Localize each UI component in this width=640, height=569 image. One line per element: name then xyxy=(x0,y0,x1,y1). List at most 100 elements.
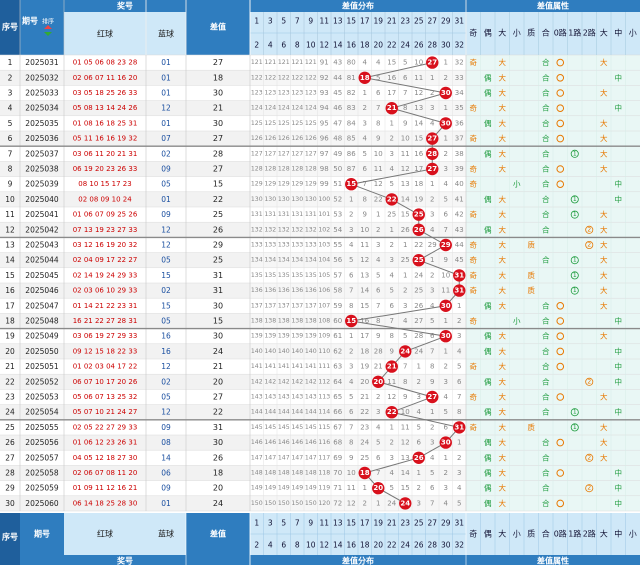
dist-miss-value: 6 xyxy=(390,302,395,310)
diff-ball: 21 xyxy=(385,360,398,373)
dist-miss-value: 137 xyxy=(305,302,317,309)
diff-ball-value: 31 xyxy=(454,423,464,431)
dist-miss-value: 5 xyxy=(390,180,394,188)
row-red-balls: 01 08 16 18 25 31 xyxy=(73,119,138,127)
footer-attr-col-label: 0路 xyxy=(554,529,567,539)
row-diff: 29 xyxy=(213,241,223,250)
attr-mark: 大 xyxy=(499,194,507,204)
dist-miss-value: 148 xyxy=(305,470,317,477)
attr-mark: 大 xyxy=(499,148,507,158)
dist-miss-value: 3 xyxy=(376,241,380,249)
dist-miss-value: 67 xyxy=(333,423,342,431)
row-diff: 27 xyxy=(213,393,223,402)
dist-miss-value: 4 xyxy=(376,256,381,264)
dist-col-bottom: 28 xyxy=(427,41,437,50)
attr-mark: 大 xyxy=(600,255,608,265)
dist-miss-value: 4 xyxy=(403,317,408,325)
sort-arrows-icon[interactable] xyxy=(44,25,52,36)
attr-mark: 大 xyxy=(600,209,608,219)
dist-miss-value: 142 xyxy=(305,378,317,385)
dist-miss-value: 1 xyxy=(390,119,394,127)
diff-ball: 25 xyxy=(412,208,425,221)
diff-ball-value: 18 xyxy=(360,469,370,477)
footer-dist-col-top: 27 xyxy=(427,519,437,528)
dist-miss-value: 47 xyxy=(333,119,342,127)
dist-miss-value: 126 xyxy=(251,135,263,142)
dist-miss-value: 7 xyxy=(349,423,353,431)
sort-label: 排序 xyxy=(42,18,54,26)
row-bg xyxy=(0,85,250,101)
dist-miss-value: 132 xyxy=(264,226,276,233)
dist-miss-value: 5 xyxy=(349,256,353,264)
dist-miss-value: 127 xyxy=(264,150,276,157)
footer-rowno-bg xyxy=(0,513,20,565)
dist-miss-value: 127 xyxy=(291,150,303,157)
dist-miss-value: 138 xyxy=(305,318,317,325)
attr-mark: 合 xyxy=(542,209,550,219)
dist-miss-value: 126 xyxy=(305,135,317,142)
dist-miss-value: 13 xyxy=(401,180,410,188)
attr-mark: 合 xyxy=(542,316,550,326)
dist-miss-value: 14 xyxy=(414,119,423,127)
dist-miss-value: 93 xyxy=(320,89,329,97)
attr-route-mark: 1 xyxy=(570,286,579,295)
dist-col-bottom: 10 xyxy=(306,41,316,50)
row-red-balls: 02 06 07 11 16 20 xyxy=(73,74,138,82)
dist-miss-value: 81 xyxy=(347,74,356,82)
row-diff: 31 xyxy=(213,286,223,295)
row-red-balls: 02 04 09 17 22 27 xyxy=(73,256,138,264)
dist-miss-value: 139 xyxy=(291,333,303,340)
dist-miss-value: 4 xyxy=(417,408,422,416)
footer-dist-col-top: 31 xyxy=(454,519,464,528)
footer-dist-col-bottom: 32 xyxy=(454,541,464,550)
row-red-balls: 09 12 15 18 22 33 xyxy=(73,347,138,355)
attr-mark: 大 xyxy=(499,255,507,265)
dist-miss-value: 5 xyxy=(457,499,461,507)
row-bg xyxy=(0,222,250,238)
dist-miss-value: 149 xyxy=(278,485,290,492)
dist-col-top: 25 xyxy=(414,17,424,26)
header-rowno-bg xyxy=(0,0,20,55)
row-issue: 2025040 xyxy=(25,195,59,204)
footer-dist-col-top: 5 xyxy=(281,519,286,528)
dist-miss-value: 1 xyxy=(444,104,448,112)
dist-miss-value: 49 xyxy=(333,150,342,158)
dist-miss-value: 146 xyxy=(264,439,276,446)
attr-mark: 大 xyxy=(499,133,507,143)
dist-miss-value: 1 xyxy=(430,408,434,416)
attr-zero-mark xyxy=(556,362,565,371)
attr-route-value: 1 xyxy=(573,424,577,431)
attr-mark: 质 xyxy=(528,422,536,432)
attr-mark: 大 xyxy=(499,285,507,295)
dist-miss-value: 123 xyxy=(264,90,276,97)
diff-ball-value: 18 xyxy=(360,74,370,82)
row-bg xyxy=(0,267,250,283)
row-blue-ball: 09 xyxy=(161,484,171,493)
dist-miss-value: 4 xyxy=(457,484,462,492)
attr-zero-mark xyxy=(556,317,565,325)
diff-ball-value: 15 xyxy=(346,317,356,325)
dist-miss-value: 13 xyxy=(414,104,423,112)
row-diff: 24 xyxy=(213,347,223,356)
attr-zero-mark xyxy=(556,499,565,508)
dist-miss-value: 120 xyxy=(318,500,330,507)
dist-miss-value: 45 xyxy=(333,89,342,97)
dist-miss-value: 122 xyxy=(305,74,317,81)
attr-route-mark: 2 xyxy=(585,377,594,386)
diff-ball-value: 26 xyxy=(414,454,424,462)
dist-miss-value: 138 xyxy=(264,318,276,325)
attr-route-value: 2 xyxy=(587,242,591,249)
row-number: 15 xyxy=(5,271,15,280)
footer-dist-col-top: 15 xyxy=(346,519,356,528)
dist-miss-value: 144 xyxy=(264,409,276,416)
row-bg xyxy=(0,359,250,375)
attr-mark: 大 xyxy=(499,376,507,386)
dist-miss-value: 123 xyxy=(305,90,317,97)
row-number: 18 xyxy=(5,317,15,326)
row-blue-ball: 07 xyxy=(161,134,171,143)
row-blue-ball: 12 xyxy=(161,225,171,234)
dist-miss-value: 149 xyxy=(264,485,276,492)
dist-miss-value: 6 xyxy=(376,454,381,462)
attr-mark: 合 xyxy=(542,452,550,462)
diff-ball-value: 20 xyxy=(373,378,383,386)
